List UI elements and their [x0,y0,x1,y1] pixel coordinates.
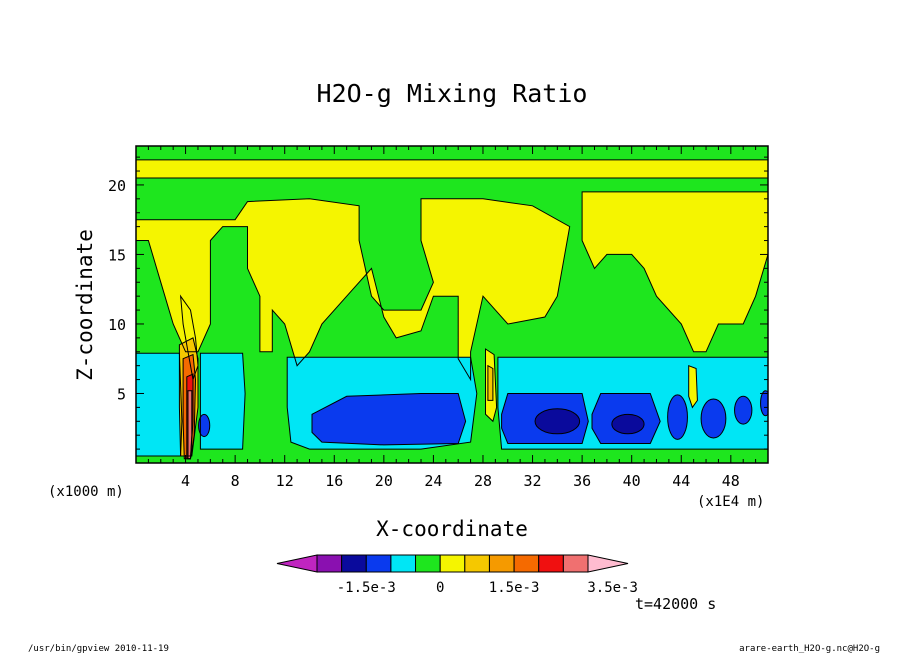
chart-title: H2O-g Mixing Ratio [317,79,588,108]
contour-region [688,365,698,408]
contour-region [734,396,752,425]
x-unit-right: (x1E4 m) [697,494,764,510]
contour-line [534,408,581,435]
contour-line [136,198,571,382]
x-tick-label: 8 [231,472,240,490]
y-axis-label: Z-coordinate [73,229,97,381]
contour-line [179,294,199,382]
contour-region [198,414,210,437]
contour-line [760,390,768,417]
plot-area [136,146,768,463]
contour-line [734,395,753,425]
colorbar-label: -1.5e-3 [337,580,396,596]
time-label: t=42000 s [635,595,716,613]
contour-line [667,394,688,440]
colorbar-swatch [513,554,540,573]
colorbar-label: 3.5e-3 [587,580,638,596]
contour-line [591,393,661,444]
y-tick-label: 20 [108,177,126,195]
x-tick-label: 32 [524,472,542,490]
contour-line [611,413,645,435]
contour-line [501,393,589,444]
colorbar-swatch [365,554,392,573]
colorbar-swatch [464,554,490,573]
x-tick-label: 24 [424,472,442,490]
contour-region [188,390,192,459]
x-tick-label: 48 [722,472,740,490]
contour-region [487,365,493,401]
colorbar-swatch [316,554,343,573]
contour-region [136,353,182,456]
contour-line [581,191,768,353]
x-tick-label: 20 [375,472,393,490]
contour-line [136,352,183,457]
colorbar-over-arrow [587,554,629,573]
colorbar-under-arrow [276,554,318,573]
contour-line [497,356,768,450]
y-tick-label: 15 [108,246,126,264]
contour-region [136,159,768,178]
contour-lines [136,159,768,460]
x-tick-label: 36 [573,472,591,490]
x-tick-label: 4 [181,472,190,490]
contour-region [701,399,726,438]
x-tick-label: 44 [672,472,690,490]
contour-line [311,393,467,446]
contour-line [688,364,698,409]
contour-line [136,159,768,179]
plot-frame [135,145,769,464]
colorbar-swatch [488,554,515,573]
colorbar-label: 1.5e-3 [489,580,540,596]
contour-region [760,390,768,416]
y-tick-label: 10 [108,316,126,334]
contour-line [182,353,197,460]
x-axis: 4 8 12 16 20 24 28 32 36 40 44 48 [147,146,757,490]
contour-region [611,414,645,434]
contour-region [200,353,246,450]
y-tick-label: 5 [117,385,126,403]
colorbar-label: 0 [436,580,444,596]
colorbar-swatch [538,554,564,573]
contour-line [286,356,478,450]
colorbar-swatch [562,554,589,573]
x-tick-label: 16 [325,472,343,490]
colorbar-swatch [341,554,367,573]
contour-region [535,408,580,434]
contour-line [700,398,727,439]
colorbar-swatch [439,554,466,573]
footer-left: /usr/bin/gpview 2010-11-19 [28,644,169,654]
contour-region [667,394,688,440]
contour-line [485,348,498,423]
colorbar: -1.5e-3 0 1.5e-3 3.5e-3 [276,554,638,596]
contour-line [198,413,211,438]
y-axis: 5 10 15 20 [108,156,768,450]
colorbar-swatch [390,554,417,573]
x-tick-label: 12 [276,472,294,490]
footer-right: arare-earth_H2O-g.nc@H2O-g [739,644,880,654]
x-tick-label: 28 [474,472,492,490]
contour-line [178,337,199,457]
contour-region [312,393,466,445]
x-unit-left: (x1000 m) [48,484,124,500]
colorbar-swatch [415,554,441,573]
contour-region [582,191,768,352]
contour-line [487,364,494,401]
contour-line [187,390,193,460]
x-tick-label: 40 [623,472,641,490]
x-axis-label: X-coordinate [376,517,528,541]
